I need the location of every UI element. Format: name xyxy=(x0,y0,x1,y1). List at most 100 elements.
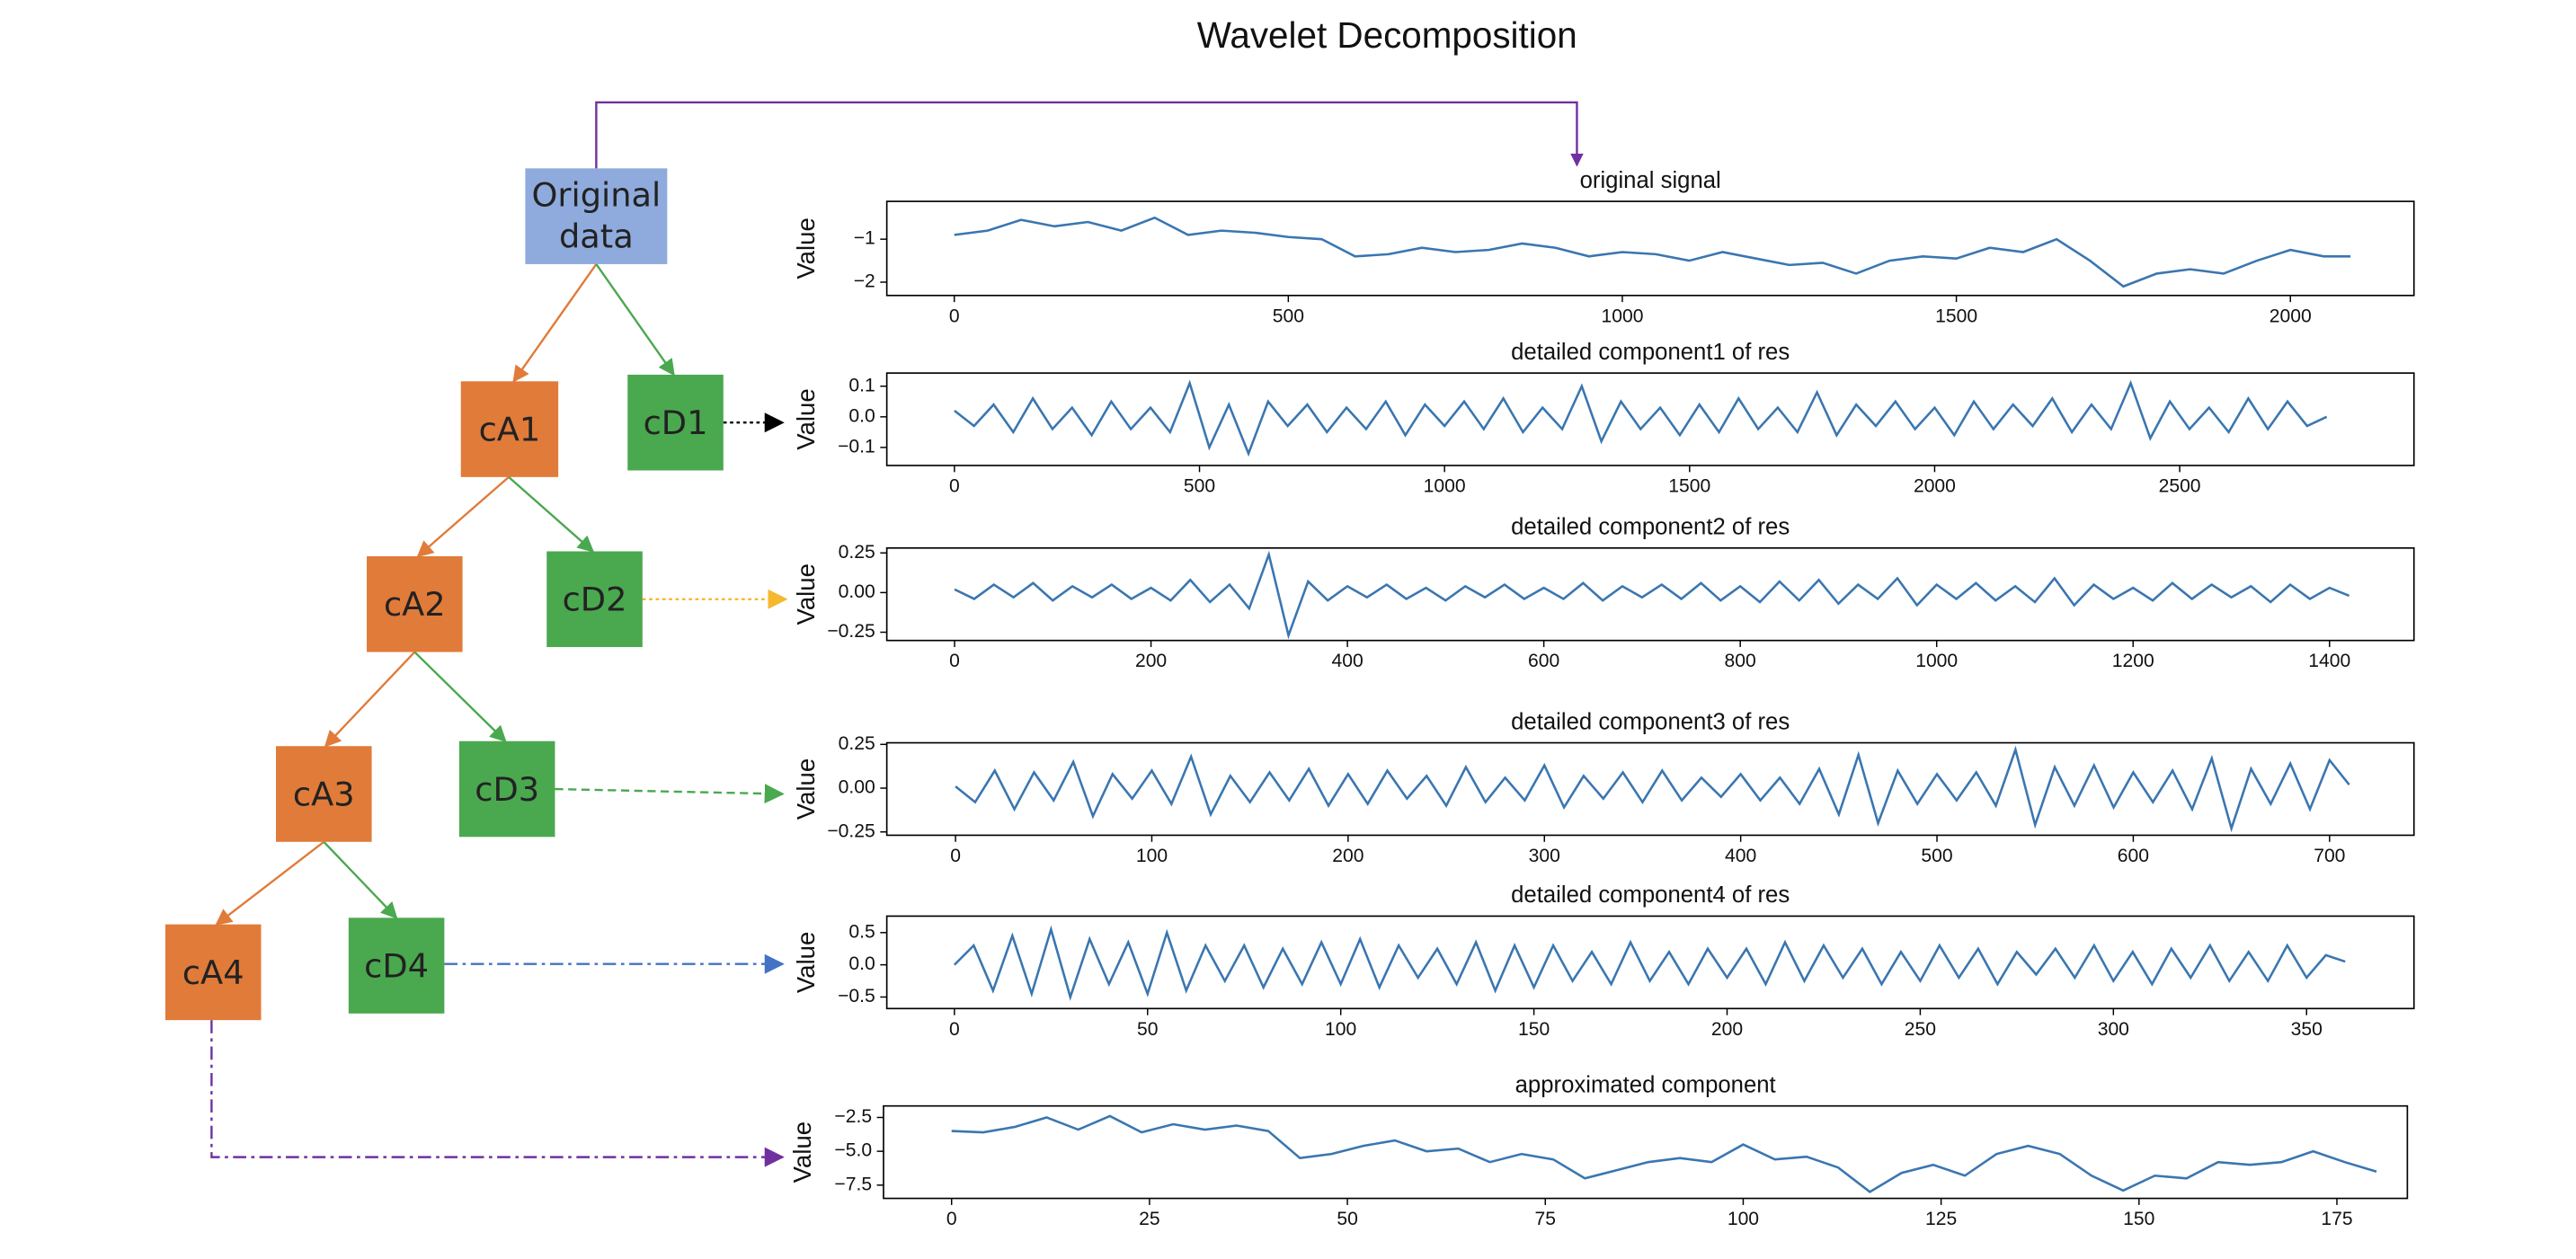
chart-title: original signal xyxy=(1580,168,1721,193)
x-tick-label: 500 xyxy=(1184,475,1215,496)
node-box xyxy=(458,740,555,838)
x-tick-label: 1500 xyxy=(1935,306,1977,326)
y-tick-label: −0.25 xyxy=(827,621,875,642)
plot-area xyxy=(954,379,2328,457)
chart: detailed component3 of res Value 0 100 200 30… xyxy=(792,709,2415,866)
x-tick-label: 100 xyxy=(1325,1019,1356,1040)
node-box xyxy=(460,381,559,477)
x-tick-label: 125 xyxy=(1925,1209,1957,1229)
y-tick-label: −7.5 xyxy=(834,1174,872,1194)
chart-title: approximated component xyxy=(1515,1072,1776,1097)
y-tick-label: −2 xyxy=(854,271,875,292)
x-tick-label: 150 xyxy=(2123,1209,2154,1229)
node: cD2 xyxy=(562,578,627,618)
x-tick-label: 300 xyxy=(2098,1019,2129,1040)
chart-connectors xyxy=(210,412,788,1167)
y-tick-label: −0.25 xyxy=(827,820,875,841)
y-tick-label: 0.25 xyxy=(839,733,875,754)
node-label: cA1 xyxy=(478,408,541,448)
line-series xyxy=(953,925,2346,1001)
x-tick-label: 200 xyxy=(1135,651,1167,671)
y-tick-label: −0.1 xyxy=(838,436,875,457)
x-tick-label: 200 xyxy=(1711,1019,1743,1040)
x-tick-label: 100 xyxy=(1136,846,1168,866)
y-axis-label: Value xyxy=(792,217,820,279)
x-tick-label: 1000 xyxy=(1601,306,1643,326)
y-axis-label: Value xyxy=(792,932,820,993)
x-tick-label: 0 xyxy=(949,475,960,496)
x-tick-label: 0 xyxy=(949,651,960,671)
chart: detailed component4 of res Value 0 50 100 150… xyxy=(792,882,2415,1040)
x-tick-label: 1000 xyxy=(1915,651,1958,671)
x-tick-label: 1400 xyxy=(2308,651,2350,671)
figure-title: Wavelet Decomposition xyxy=(1197,14,1577,56)
x-tick-label: 150 xyxy=(1518,1019,1550,1040)
line-series xyxy=(951,1114,2377,1193)
plot-area xyxy=(951,1114,2377,1193)
x-tick-label: 500 xyxy=(1273,306,1304,326)
node: cA1 xyxy=(478,408,541,448)
y-axis-label: Value xyxy=(792,563,820,625)
node: cA3 xyxy=(293,774,355,813)
y-tick-label: 0.1 xyxy=(848,375,875,395)
node-box xyxy=(348,918,445,1014)
tree-edges xyxy=(215,263,675,926)
edge xyxy=(595,263,675,377)
plot-area xyxy=(953,925,2346,1001)
x-tick-label: 175 xyxy=(2321,1209,2352,1229)
node-box xyxy=(546,551,643,648)
chart: detailed component1 of res Value 0 500 1000 1… xyxy=(792,340,2415,496)
edge xyxy=(215,840,325,926)
edge xyxy=(512,263,598,383)
x-tick-label: 350 xyxy=(2291,1019,2323,1040)
y-tick-label: 0.00 xyxy=(839,581,875,602)
node-label: cA2 xyxy=(383,583,446,624)
x-tick-label: 0 xyxy=(946,1209,957,1229)
chart: detailed component2 of res Value 0 200 400 60… xyxy=(792,515,2415,671)
connector xyxy=(555,784,785,804)
x-tick-label: 500 xyxy=(1921,846,1952,866)
x-tick-label: 800 xyxy=(1725,651,1756,671)
x-tick-label: 2000 xyxy=(2270,306,2312,326)
chart-title: detailed component3 of res xyxy=(1511,709,1790,734)
line-series xyxy=(954,216,2351,288)
node: cA4 xyxy=(182,952,244,991)
y-tick-label: 0.0 xyxy=(848,405,875,426)
x-tick-label: 0 xyxy=(949,306,960,326)
x-tick-label: 1000 xyxy=(1424,475,1466,496)
y-tick-label: −1 xyxy=(854,228,875,249)
axes-frame xyxy=(885,915,2415,1010)
axes-frame xyxy=(885,200,2415,297)
x-tick-label: 1500 xyxy=(1668,475,1710,496)
axes-frame xyxy=(883,1104,2409,1200)
x-tick-label: 700 xyxy=(2314,846,2345,866)
chart: original signal Value 0 500 1000 1500 2000 −2 −1 xyxy=(792,168,2415,326)
node: cD1 xyxy=(644,402,708,441)
x-tick-label: 50 xyxy=(1337,1209,1357,1229)
edge xyxy=(508,475,595,553)
y-tick-label: 0.25 xyxy=(839,542,875,563)
node-box xyxy=(276,746,372,842)
plot-area xyxy=(954,550,2350,640)
chart-title: detailed component4 of res xyxy=(1511,882,1790,908)
x-tick-label: 200 xyxy=(1332,846,1364,866)
node-box xyxy=(367,556,463,652)
connector xyxy=(210,1020,785,1167)
y-tick-label: −2.5 xyxy=(834,1106,872,1127)
edge xyxy=(416,475,510,558)
x-tick-label: 600 xyxy=(1528,651,1559,671)
node-label: cD2 xyxy=(562,578,627,618)
connector xyxy=(595,101,1584,169)
y-tick-label: 0.00 xyxy=(839,777,875,798)
x-tick-label: 25 xyxy=(1139,1209,1159,1229)
node-box xyxy=(525,168,668,264)
axes-frame xyxy=(885,547,2415,642)
x-tick-label: 300 xyxy=(1529,846,1560,866)
plot-area xyxy=(954,216,2351,288)
x-tick-label: 250 xyxy=(1905,1019,1936,1040)
line-series xyxy=(954,550,2350,640)
y-tick-label: 0.5 xyxy=(848,921,875,942)
edge xyxy=(413,651,507,743)
x-tick-label: 0 xyxy=(949,1019,960,1040)
